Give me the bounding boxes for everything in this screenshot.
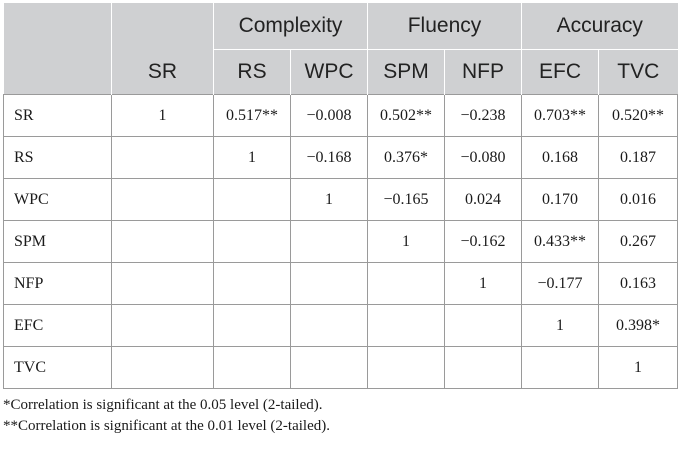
row-label: RS [3, 136, 112, 179]
table-cell [367, 262, 445, 305]
table-cell [444, 304, 522, 347]
table-cell [367, 346, 445, 389]
correlation-table: Complexity Fluency Accuracy SR RS WPC SP… [3, 3, 679, 389]
table-cell [111, 220, 214, 263]
corner-cell-lower [3, 49, 112, 95]
column-header-nfp: NFP [444, 49, 522, 95]
table-cell: 0.433** [521, 220, 599, 263]
group-header-accuracy: Accuracy [520, 3, 678, 50]
table-cell: 0.502** [367, 94, 445, 137]
table-cell: 0.024 [444, 178, 522, 221]
group-header-row: Complexity Fluency Accuracy [3, 3, 678, 50]
table-cell: −0.162 [444, 220, 522, 263]
table-cell: 1 [597, 346, 679, 389]
table-cell [290, 220, 368, 263]
correlation-table-container: Complexity Fluency Accuracy SR RS WPC SP… [3, 3, 679, 437]
table-cell [111, 304, 214, 347]
table-cell: 0.267 [597, 220, 679, 263]
table-cell [444, 346, 522, 389]
table-cell [290, 304, 368, 347]
footnote-double-asterisk: **Correlation is significant at the 0.01… [3, 418, 330, 434]
table-cell [111, 346, 214, 389]
table-cell: −0.008 [290, 94, 368, 137]
row-label: SR [3, 94, 112, 137]
table-cell: 1 [444, 262, 522, 305]
table-cell [213, 178, 291, 221]
table-cell [213, 262, 291, 305]
table-row: EFC 1 0.398* [3, 304, 679, 347]
row-label: TVC [3, 346, 112, 389]
table-cell [111, 262, 214, 305]
table-cell [111, 178, 214, 221]
table-cell: 0.703** [521, 94, 599, 137]
column-header-rs: RS [213, 49, 291, 95]
table-cell: 0.187 [597, 136, 679, 179]
table-row: WPC 1 −0.165 0.024 0.170 0.016 [3, 178, 679, 221]
table-cell: 1 [111, 94, 214, 137]
table-cell [367, 304, 445, 347]
table-cell [290, 346, 368, 389]
table-row: NFP 1 −0.177 0.163 [3, 262, 679, 305]
table-cell: 0.520** [597, 94, 679, 137]
table-cell: 1 [521, 304, 599, 347]
table-cell: 0.398* [597, 304, 679, 347]
table-cell: 0.016 [597, 178, 679, 221]
row-label: WPC [3, 178, 112, 221]
table-cell: 0.163 [597, 262, 679, 305]
table-cell [213, 304, 291, 347]
table-cell: 0.517** [213, 94, 291, 137]
group-header-complexity: Complexity [213, 3, 368, 50]
table-cell: −0.168 [290, 136, 368, 179]
footnotes: *Correlation is significant at the 0.05 … [3, 395, 677, 437]
table-cell: 0.376* [367, 136, 445, 179]
column-header-wpc: WPC [290, 49, 368, 95]
table-cell: −0.238 [444, 94, 522, 137]
table-row: SPM 1 −0.162 0.433** 0.267 [3, 220, 679, 263]
column-header-spm: SPM [367, 49, 445, 95]
column-header-tvc: TVC [597, 49, 678, 95]
table-cell: 1 [213, 136, 291, 179]
row-label: SPM [3, 220, 112, 263]
blank-group-cell [111, 3, 214, 50]
table-cell [290, 262, 368, 305]
table-cell [213, 346, 291, 389]
row-label: EFC [3, 304, 112, 347]
table-row: TVC 1 [3, 346, 679, 389]
column-header-efc: EFC [521, 49, 599, 95]
corner-cell [3, 3, 112, 50]
table-cell: −0.165 [367, 178, 445, 221]
table-row: SR 1 0.517** −0.008 0.502** −0.238 0.703… [3, 94, 679, 137]
group-header-fluency: Fluency [367, 3, 522, 50]
table-row: RS 1 −0.168 0.376* −0.080 0.168 0.187 [3, 136, 679, 179]
table-cell: −0.177 [521, 262, 599, 305]
footnote-single-asterisk: *Correlation is significant at the 0.05 … [3, 397, 323, 413]
table-cell: 1 [367, 220, 445, 263]
table-cell [521, 346, 599, 389]
column-header-sr: SR [111, 49, 214, 95]
table-cell: −0.080 [444, 136, 522, 179]
row-label: NFP [3, 262, 112, 305]
table-cell: 0.168 [521, 136, 599, 179]
column-header-row: SR RS WPC SPM NFP EFC TVC [3, 49, 678, 95]
table-cell: 0.170 [521, 178, 599, 221]
table-cell [111, 136, 214, 179]
table-cell [213, 220, 291, 263]
table-cell: 1 [290, 178, 368, 221]
